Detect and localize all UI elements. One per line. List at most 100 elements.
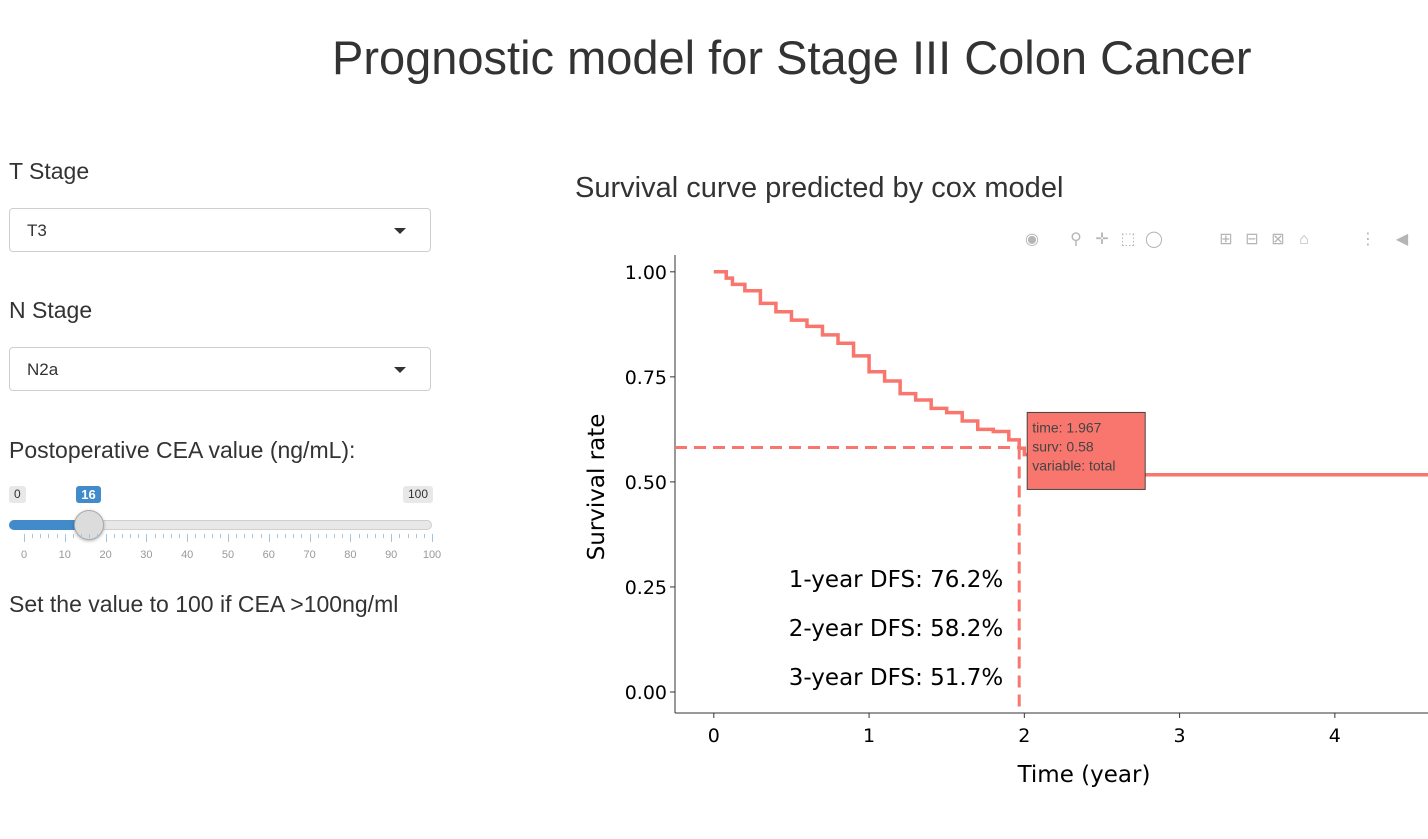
slider-grid-tick [113,534,115,538]
plot-marks: 0.00 0.25 0.50 0.75 1.00 0 1 2 3 4 1-year DFS: 76.… [625,262,1428,747]
t-stage-select[interactable]: T3 [9,208,431,252]
pan-icon[interactable]: ✛ [1095,231,1109,248]
slider-grid-tick [260,534,262,538]
slider-grid-tick [97,534,99,538]
chart-title: Survival curve predicted by cox model [575,172,1064,204]
slider-grid-tick [334,534,336,538]
slider-grid-tick [81,534,83,538]
slider-grid-tick [162,534,164,538]
slider-grid-tick [32,534,34,538]
slider-handle[interactable] [74,510,105,540]
zoom-in-icon[interactable]: ⊞ [1219,231,1233,248]
cea-label: Postoperative CEA value (ng/mL): [9,437,356,463]
tooltip-box [1026,411,1146,490]
cea-slider[interactable]: 0 100 16 0 10 20 30 40 50 60 70 80 90 100 [9,486,442,566]
slider-fill [9,520,90,530]
slider-min-label: 0 [9,486,26,503]
slider-grid-tick [407,534,409,538]
slider-grid-label: 60 [262,549,275,561]
slider-grid-tick [399,534,401,538]
slider-grid-tick [236,534,238,538]
slider-max-label: 100 [402,486,433,503]
x-tick-label: 1 [863,725,875,747]
lasso-icon[interactable]: ◯ [1145,231,1163,248]
slider-grid-tick [154,534,156,538]
spike-lines-icon[interactable]: ⋮ [1360,231,1376,248]
slider-grid-tick [24,534,25,542]
slider-grid-label: 50 [221,549,235,561]
slider-grid-tick [89,534,91,538]
slider-grid-tick [423,534,425,538]
slider-grid-tick [301,534,303,538]
slider-grid-tick [179,534,181,538]
slider-grid-tick [268,534,270,542]
chevron-down-icon [394,228,406,234]
slider-grid-tick [293,534,295,538]
slider-grid-tick [415,534,417,538]
slider-grid-label: 0 [20,549,28,561]
slider-grid-tick [48,534,50,538]
survival-plot[interactable]: Survival rate Time (year) 0.000.250.500.… [560,255,1428,795]
slider-grid-label: 100 [422,549,442,561]
n-stage-select[interactable]: N2a [9,347,431,391]
slider-grid-tick [325,534,327,538]
slider-grid-tick [187,534,189,542]
slider-grid-tick [350,534,352,542]
hover-tooltip: time: 1.967 surv: 0.58 variable: total [1026,411,1146,490]
slider-grid-label: 80 [344,549,357,561]
box-select-icon[interactable]: ⬚ [1120,231,1136,248]
reset-axes-icon[interactable]: ⌂ [1299,231,1309,248]
zoom-out-icon[interactable]: ⊟ [1245,231,1259,248]
zoom-icon[interactable]: ⚲ [1070,231,1082,248]
slider-grid-tick [219,534,221,538]
slider-grid-tick [391,534,393,542]
compare-hover-icon[interactable]: ◀ [1395,231,1409,248]
tooltip-variable: variable: total [1032,457,1115,473]
tooltip-time: time: 1.967 [1032,419,1101,435]
chevron-down-icon [394,367,406,373]
slider-grid-tick [244,534,246,538]
slider-grid-tick [130,534,132,538]
slider-grid-label: 70 [303,549,316,561]
autoscale-icon[interactable]: ⊠ [1271,231,1285,248]
dfs-annotation: 2-year DFS: 58.2% [789,616,1003,642]
dfs-annotation: 1-year DFS: 76.2% [789,567,1003,593]
slider-grid-tick [72,534,74,538]
page-title: Prognostic model for Stage III Colon Can… [332,31,1252,84]
slider-grid-label: 10 [58,549,71,561]
y-tick-label: 0.00 [625,682,667,704]
x-tick-label: 0 [708,725,720,747]
x-axis-title: Time (year) [1017,762,1151,788]
slider-grid-tick [56,534,58,538]
slider-grid-tick [342,534,344,538]
y-tick-label: 0.75 [625,367,667,389]
slider-grid-tick [374,534,376,538]
x-tick-label: 4 [1329,725,1341,747]
slider-grid-label: 90 [385,549,398,561]
slider-grid-tick [195,534,197,538]
slider-grid-tick [383,534,385,538]
slider-grid-label: 40 [181,549,194,561]
slider-grid-tick [105,534,107,542]
survival-curve [713,270,1428,477]
x-tick-label: 3 [1174,725,1186,747]
slider-grid-tick [40,534,42,538]
n-stage-label: N Stage [9,297,93,323]
slider-grid-tick [309,534,311,542]
y-tick-label: 1.00 [625,262,667,284]
slider-grid-tick [121,534,123,538]
t-stage-label: T Stage [9,158,90,184]
slider-grid-tick [170,534,172,538]
slider-grid-label: 30 [140,549,153,561]
slider-grid-tick [276,534,278,538]
y-tick-label: 0.25 [625,577,667,599]
slider-grid-tick [211,534,213,538]
tooltip-surv: surv: 0.58 [1032,438,1094,454]
slider-grid-tick [285,534,287,538]
slider-grid-tick [432,534,433,542]
camera-icon[interactable]: ◉ [1025,231,1039,248]
slider-grid-tick [146,534,148,542]
t-stage-value: T3 [27,221,47,240]
slider-grid-tick [366,534,368,538]
slider-grid-tick [64,534,66,542]
